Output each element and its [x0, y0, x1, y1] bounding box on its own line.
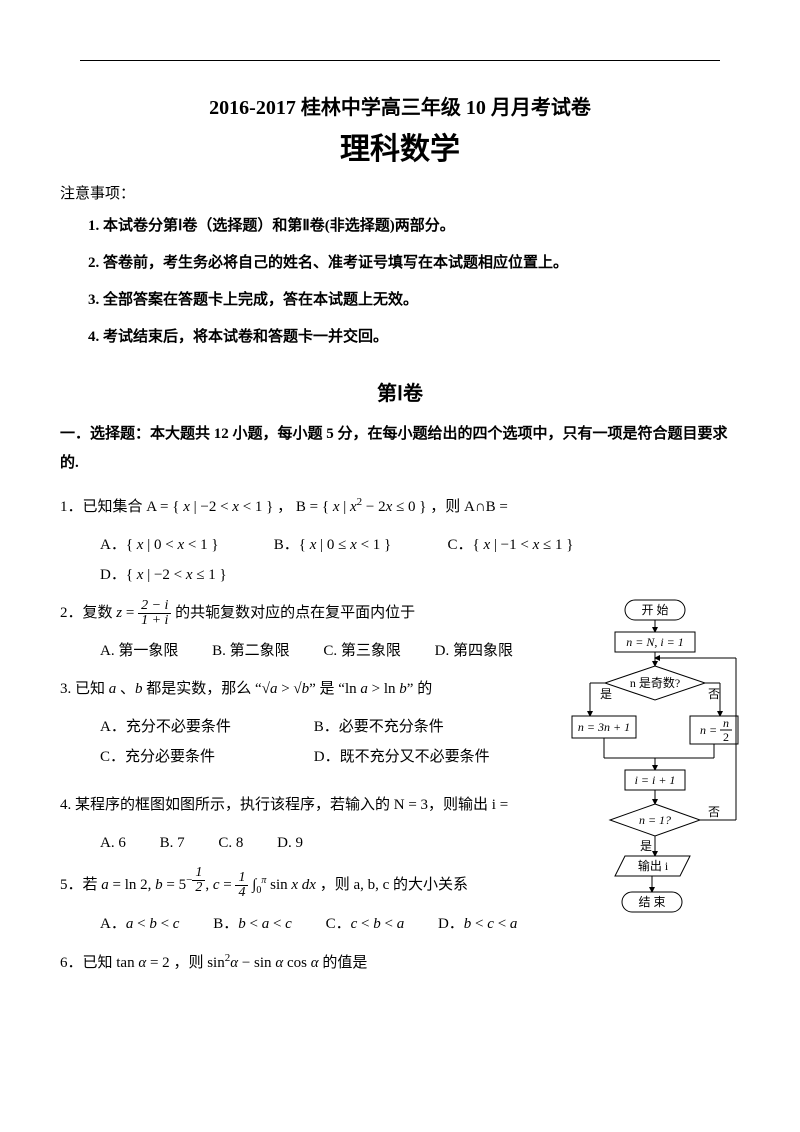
q5-opt-B: B．b < a < c — [213, 909, 292, 939]
q5-opt-C: C．c < b < a — [326, 909, 405, 939]
q2-opt-C: C. 第三象限 — [323, 636, 401, 666]
q2-suffix: 的共轭复数对应的点在复平面内位于 — [175, 605, 415, 621]
q5-integral: ∫0π sin x dx — [252, 877, 316, 893]
q2-opt-A: A. 第一象限 — [100, 636, 178, 666]
q2-z: z — [116, 605, 122, 621]
question-1: 1．已知集合 A = { x | −2 < x < 1 } ， B = { x … — [60, 491, 740, 522]
q4-options: A. 6 B. 7 C. 8 D. 9 — [100, 828, 560, 858]
q5-opt-D: D．b < c < a — [438, 909, 517, 939]
fc-yes1: 是 — [600, 687, 612, 701]
fc-init: n = N, i = 1 — [626, 635, 684, 649]
fc-cond1: n 是奇数? — [630, 675, 680, 690]
q4-opt-D: D. 9 — [277, 828, 303, 858]
q4-opt-B: B. 7 — [160, 828, 185, 858]
q5-frac: 14 — [235, 871, 248, 900]
fc-yes2: 是 — [640, 839, 652, 853]
fc-inc: i = i + 1 — [635, 773, 676, 787]
q2-fraction: 2 − i 1 + i — [138, 599, 171, 628]
notice-item: 4. 考试结束后，将本试卷和答题卡一并交回。 — [88, 324, 740, 351]
q1-setB: B = { x | x2 − 2x ≤ 0 } — [296, 499, 427, 515]
section-1-instructions: 一．选择题：本大题共 12 小题，每小题 5 分，在每小题给出的四个选项中，只有… — [60, 420, 740, 477]
fc-even-num: n — [723, 716, 729, 730]
exam-title-line1: 2016-2017 桂林中学高三年级 10 月月考试卷 — [60, 91, 740, 120]
q2-prefix: 2．复数 — [60, 605, 113, 621]
page: 2016-2017 桂林中学高三年级 10 月月考试卷 理科数学 注意事项： 1… — [0, 0, 800, 1026]
q2-frac-num: 2 − i — [138, 599, 171, 614]
flowchart-svg: 开 始 n = N, i = 1 n 是奇数? 是 否 n = 3n + 1 — [570, 598, 740, 948]
q3-opt-B: B．必要不充分条件 — [314, 712, 444, 742]
q5-expr: a — [101, 877, 109, 893]
section-1-title: 第Ⅰ卷 — [60, 377, 740, 406]
q2-options: A. 第一象限 B. 第二象限 C. 第三象限 D. 第四象限 — [100, 636, 560, 666]
q1-opt-A: A．{ x | 0 < x < 1 } — [100, 530, 240, 560]
q5-prefix: 5．若 — [60, 877, 98, 893]
question-3: 3. 已知 a 、b 都是实数，那么 “√a > √b” 是 “ln a > l… — [60, 674, 560, 704]
row-with-flowchart: 2．复数 z = 2 − i 1 + i 的共轭复数对应的点在复平面内位于 A.… — [60, 598, 740, 978]
flowchart: 开 始 n = N, i = 1 n 是奇数? 是 否 n = 3n + 1 — [570, 598, 740, 953]
q5-options: A．a < b < c B．b < a < c C．c < b < a D．b … — [100, 909, 560, 939]
q2-opt-D: D. 第四象限 — [435, 636, 513, 666]
notice-item: 2. 答卷前，考生务必将自己的姓名、准考证号填写在本试题相应位置上。 — [88, 250, 740, 277]
q2-frac-den: 1 + i — [138, 614, 171, 628]
q3-opt-D: D．既不充分又不必要条件 — [314, 742, 490, 772]
fc-even-lhs: n = — [700, 723, 717, 737]
q1-opt-B: B．{ x | 0 ≤ x < 1 } — [274, 530, 414, 560]
q1-prefix: 1．已知集合 — [60, 499, 143, 515]
fc-no1: 否 — [708, 687, 720, 701]
left-column: 2．复数 z = 2 − i 1 + i 的共轭复数对应的点在复平面内位于 A.… — [60, 598, 560, 978]
question-2: 2．复数 z = 2 − i 1 + i 的共轭复数对应的点在复平面内位于 — [60, 598, 560, 628]
q5-suffix: ，则 a, b, c 的大小关系 — [320, 877, 468, 893]
q5-opt-A: A．a < b < c — [100, 909, 179, 939]
question-6: 6．已知 tan α = 2 ，则 sin2α − sin α cos α 的值… — [60, 947, 560, 978]
notice-item: 3. 全部答案在答题卡上完成，答在本试题上无效。 — [88, 287, 740, 314]
q1-opt-C: C．{ x | −1 < x ≤ 1 } — [448, 530, 588, 560]
q1-setA: A = { x | −2 < x < 1 } — [146, 499, 273, 515]
question-4: 4. 某程序的框图如图所示，执行该程序，若输入的 N = 3，则输出 i = — [60, 790, 560, 820]
q3-opt-C: C．充分必要条件 — [100, 742, 280, 772]
fc-output: 输出 i — [638, 858, 669, 873]
fc-no2: 否 — [708, 805, 720, 819]
fc-start: 开 始 — [641, 603, 668, 617]
q4-opt-A: A. 6 — [100, 828, 126, 858]
notice-item: 1. 本试卷分第Ⅰ卷（选择题）和第Ⅱ卷(非选择题)两部分。 — [88, 213, 740, 240]
q4-opt-C: C. 8 — [218, 828, 243, 858]
q3-options: A．充分不必要条件 B．必要不充分条件 C．充分必要条件 D．既不充分又不必要条… — [100, 712, 560, 772]
fc-even-den: 2 — [723, 730, 729, 744]
q3-opt-A: A．充分不必要条件 — [100, 712, 280, 742]
q1-suffix: ，则 A∩B = — [430, 499, 508, 515]
q2-opt-B: B. 第二象限 — [212, 636, 290, 666]
question-5: 5．若 a = ln 2, b = 5−12, c = 14 ∫0π sin x… — [60, 866, 560, 901]
q1-opt-D: D．{ x | −2 < x ≤ 1 } — [100, 560, 240, 590]
top-divider — [80, 60, 720, 61]
fc-end: 结 束 — [638, 895, 665, 909]
fc-odd: n = 3n + 1 — [578, 720, 630, 734]
q1-options: A．{ x | 0 < x < 1 } B．{ x | 0 ≤ x < 1 } … — [100, 530, 740, 590]
fc-cond2: n = 1? — [639, 813, 671, 827]
exam-title-line2: 理科数学 — [60, 124, 740, 168]
notice-heading: 注意事项： — [60, 182, 740, 203]
